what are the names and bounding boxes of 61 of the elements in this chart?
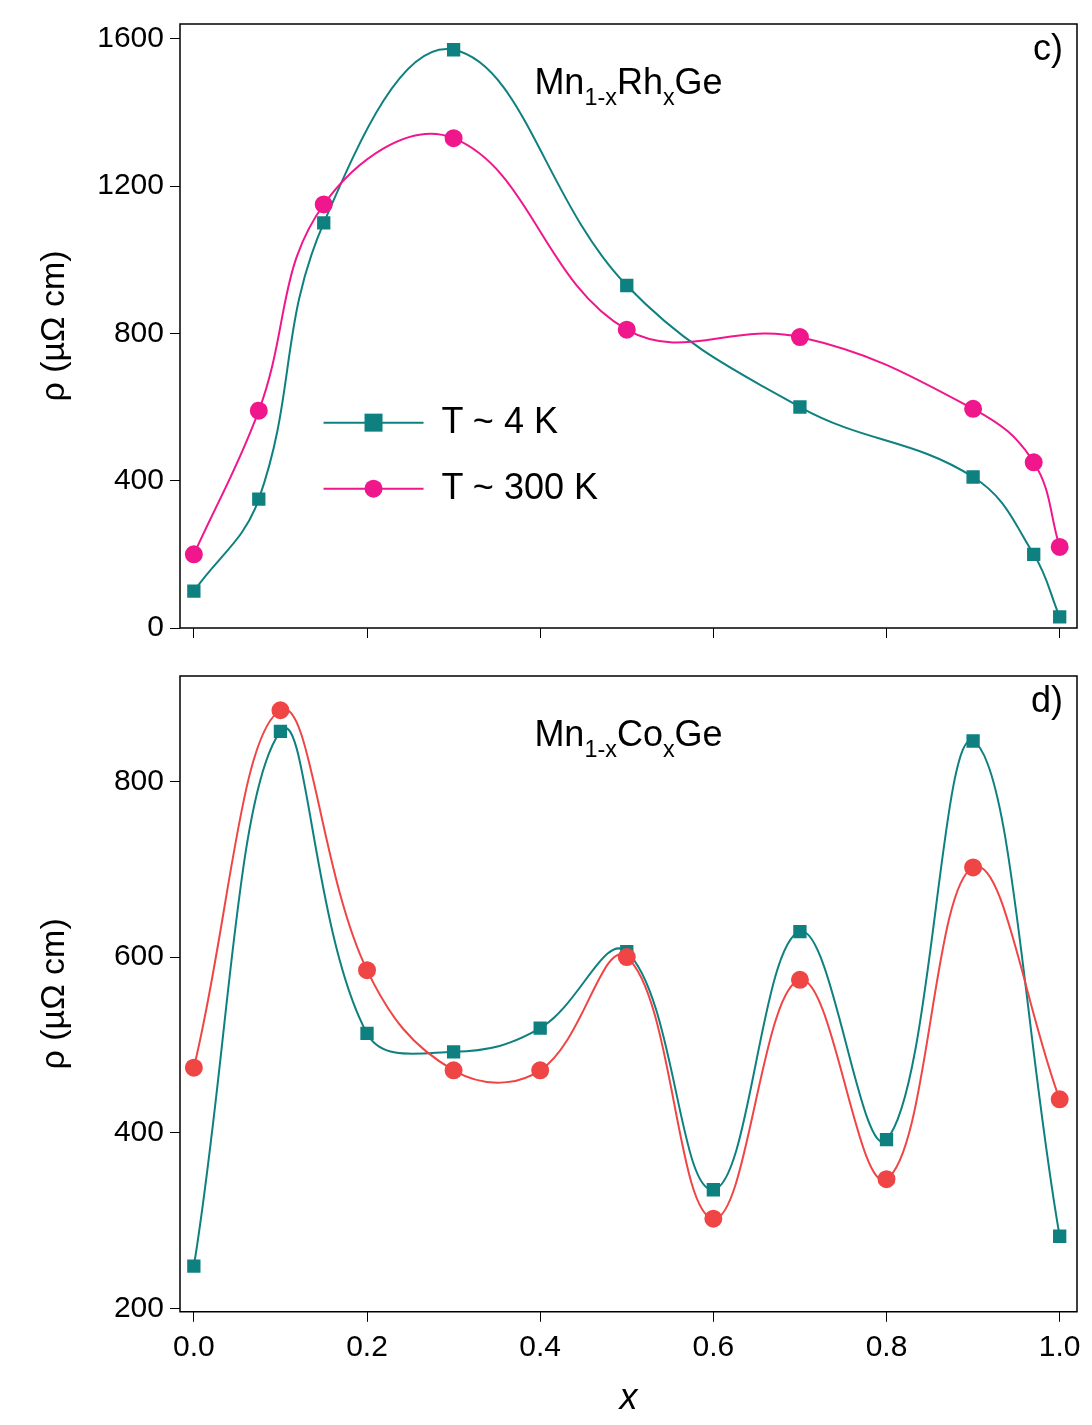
point <box>360 1026 374 1041</box>
legend-label: T ~ 300 K <box>441 465 598 507</box>
y-tick-label: 0 <box>147 609 164 643</box>
point <box>444 129 463 148</box>
y-tick-label: 400 <box>113 461 164 495</box>
point <box>187 584 201 598</box>
point <box>444 1061 463 1080</box>
point <box>446 43 461 57</box>
point <box>617 320 636 339</box>
y-axis-title: ρ (µΩ cm) <box>32 918 71 1070</box>
point <box>790 970 809 989</box>
point <box>966 734 980 748</box>
point <box>964 399 983 418</box>
x-tick-label: 0.8 <box>865 1329 908 1363</box>
point <box>314 195 333 214</box>
y-axis-title: ρ (µΩ cm) <box>32 250 71 402</box>
point <box>964 858 983 877</box>
point <box>446 1045 461 1059</box>
point <box>704 1209 723 1228</box>
point <box>1024 453 1043 472</box>
point <box>271 701 290 720</box>
annotation: d) <box>1030 678 1063 720</box>
point <box>184 545 203 564</box>
point <box>273 724 288 738</box>
x-tick-label: 0.4 <box>519 1329 562 1363</box>
x-tick-label: 0.0 <box>172 1329 215 1363</box>
x-axis-title: x <box>617 1376 640 1418</box>
point <box>358 961 377 980</box>
y-tick-label: 1200 <box>97 167 164 201</box>
point <box>879 1133 894 1147</box>
point <box>620 278 634 293</box>
point <box>966 470 980 484</box>
point <box>1053 1229 1067 1243</box>
y-tick-label: 800 <box>113 314 164 348</box>
x-tick-label: 0.6 <box>692 1329 735 1363</box>
point <box>1050 537 1069 556</box>
point <box>1027 547 1041 561</box>
point <box>706 1183 721 1197</box>
y-tick-label: 400 <box>113 1113 164 1147</box>
point <box>793 924 807 939</box>
x-tick-label: 1.0 <box>1038 1329 1081 1363</box>
annotation: c) <box>1033 26 1063 68</box>
point <box>252 492 266 506</box>
point <box>531 1061 550 1080</box>
y-tick-label: 800 <box>113 762 164 796</box>
y-tick-label: 1600 <box>97 20 164 53</box>
point <box>790 328 809 347</box>
x-tick-label: 0.2 <box>346 1329 388 1363</box>
point <box>187 1259 201 1273</box>
point <box>1053 610 1067 624</box>
point <box>317 216 331 230</box>
point <box>533 1021 547 1035</box>
point <box>877 1170 896 1189</box>
point <box>617 948 636 967</box>
point <box>1050 1090 1069 1109</box>
legend-label: T ~ 4 K <box>441 399 558 441</box>
y-tick-label: 600 <box>113 938 164 972</box>
point <box>793 400 807 414</box>
point <box>184 1058 203 1077</box>
y-tick-label: 200 <box>113 1289 164 1323</box>
point <box>249 401 268 420</box>
